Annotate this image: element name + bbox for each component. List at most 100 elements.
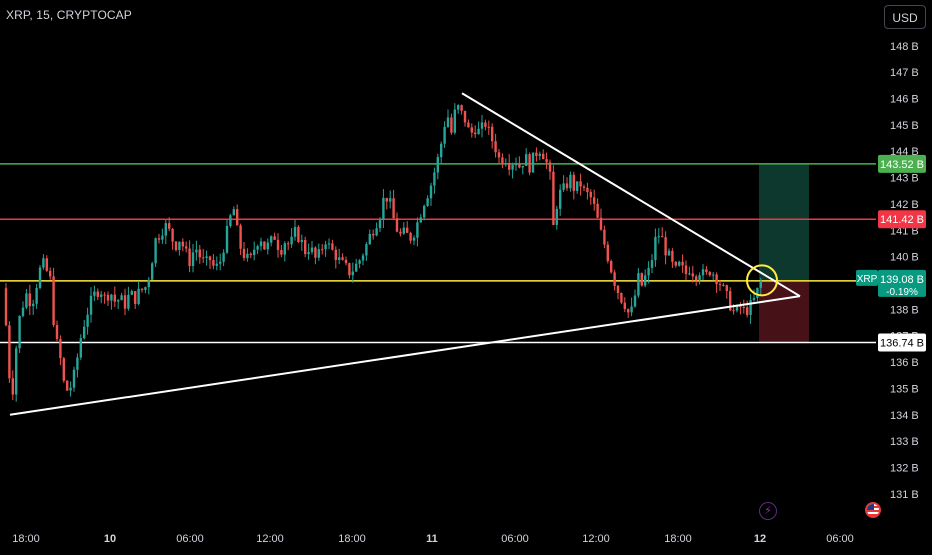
- candle-body: [664, 237, 667, 256]
- candle-body: [644, 275, 647, 286]
- candle-body: [402, 227, 405, 234]
- candle-body: [538, 153, 541, 156]
- candle-body: [477, 128, 480, 135]
- candle-body: [528, 154, 531, 173]
- candle-body: [749, 300, 752, 315]
- candle-body: [406, 227, 409, 233]
- highlight-circle[interactable]: [746, 264, 778, 297]
- candle-body: [106, 294, 110, 301]
- candle-body: [76, 357, 79, 370]
- candle-body: [93, 291, 96, 296]
- candle-body: [412, 237, 416, 241]
- trendline[interactable]: [461, 92, 801, 298]
- candle-body: [627, 309, 630, 313]
- candle-body: [96, 291, 99, 297]
- y-axis-tick-label: 142 B: [890, 199, 919, 211]
- candle-body: [178, 241, 181, 251]
- candle-body: [450, 117, 453, 133]
- x-axis-tick-label: 18:00: [664, 533, 692, 545]
- candle-body: [134, 291, 137, 305]
- candle-body: [256, 246, 259, 250]
- candle-body: [395, 218, 399, 232]
- candle-body: [382, 197, 385, 220]
- candle-body: [525, 154, 528, 166]
- candle-body: [559, 189, 562, 209]
- candle-body: [314, 247, 317, 258]
- candle-body: [674, 261, 677, 266]
- candle-body: [732, 310, 735, 312]
- candle-body: [463, 110, 467, 123]
- candle-body: [725, 285, 728, 292]
- y-axis-tick-label: 136 B: [890, 357, 919, 369]
- candle-body: [232, 209, 235, 216]
- candle-body: [198, 249, 201, 258]
- candle-body: [361, 255, 365, 261]
- candle-body: [443, 126, 446, 144]
- y-axis-tick-label: 133 B: [890, 436, 919, 448]
- candle-body: [494, 141, 497, 153]
- candle-body: [123, 295, 127, 309]
- candle-body: [695, 276, 698, 281]
- candle-body: [742, 307, 745, 309]
- lightning-bolt-icon[interactable]: ⚡: [759, 502, 777, 520]
- candle-body: [715, 274, 718, 285]
- candle-body: [239, 225, 242, 249]
- candle-body: [504, 163, 507, 165]
- candle-body: [18, 315, 21, 349]
- candle-body: [545, 159, 548, 163]
- x-axis-tick-label: 18:00: [338, 533, 366, 545]
- position-profit-zone[interactable]: [759, 163, 809, 281]
- candle-body: [650, 260, 654, 268]
- candle-body: [739, 305, 742, 308]
- candle-body: [535, 152, 538, 156]
- candle-body: [293, 227, 297, 237]
- x-axis-tick-label: 06:00: [176, 533, 204, 545]
- candle-body: [518, 164, 521, 168]
- position-loss-zone[interactable]: [759, 280, 809, 343]
- candle-body: [8, 325, 11, 379]
- candle-body: [576, 181, 579, 191]
- candle-body: [195, 249, 198, 253]
- candle-body: [110, 294, 113, 301]
- candle-body: [460, 105, 463, 111]
- us-flag-icon[interactable]: [865, 502, 881, 518]
- trendline[interactable]: [9, 295, 801, 416]
- candle-body: [164, 223, 167, 236]
- candle-body: [4, 288, 8, 326]
- candle-body: [426, 198, 429, 206]
- candle-body: [79, 338, 82, 358]
- candle-body: [691, 273, 694, 277]
- candle-body: [317, 249, 320, 258]
- level-price-label-bg: [878, 154, 926, 173]
- candle-body: [215, 263, 218, 266]
- candle-body: [25, 293, 28, 308]
- candle-body: [49, 270, 52, 277]
- candle-body: [236, 209, 239, 226]
- candle-body: [378, 219, 382, 229]
- candle-body: [331, 243, 334, 250]
- candle-body: [521, 165, 524, 168]
- candle-body: [202, 257, 205, 259]
- candle-body: [38, 267, 42, 288]
- candle-body: [620, 293, 623, 303]
- candle-body: [140, 288, 144, 290]
- candle-body: [657, 236, 660, 238]
- candle-body: [273, 236, 276, 240]
- candle-body: [589, 191, 592, 198]
- candle-body: [113, 294, 116, 302]
- symbol-title[interactable]: XRP, 15, CRYPTOCAP: [6, 8, 132, 22]
- candle-body: [188, 248, 191, 267]
- candle-body: [86, 314, 89, 327]
- candle-body: [157, 238, 161, 240]
- candle-body: [399, 231, 402, 234]
- y-axis-tick-label: 134 B: [890, 410, 919, 422]
- candle-body: [647, 267, 650, 276]
- candle-body: [242, 248, 246, 259]
- candle-body: [392, 198, 395, 219]
- candle-body: [100, 294, 103, 297]
- ticker-tag: XRP: [857, 274, 878, 285]
- candle-body: [253, 249, 256, 256]
- currency-button[interactable]: USD: [884, 5, 926, 29]
